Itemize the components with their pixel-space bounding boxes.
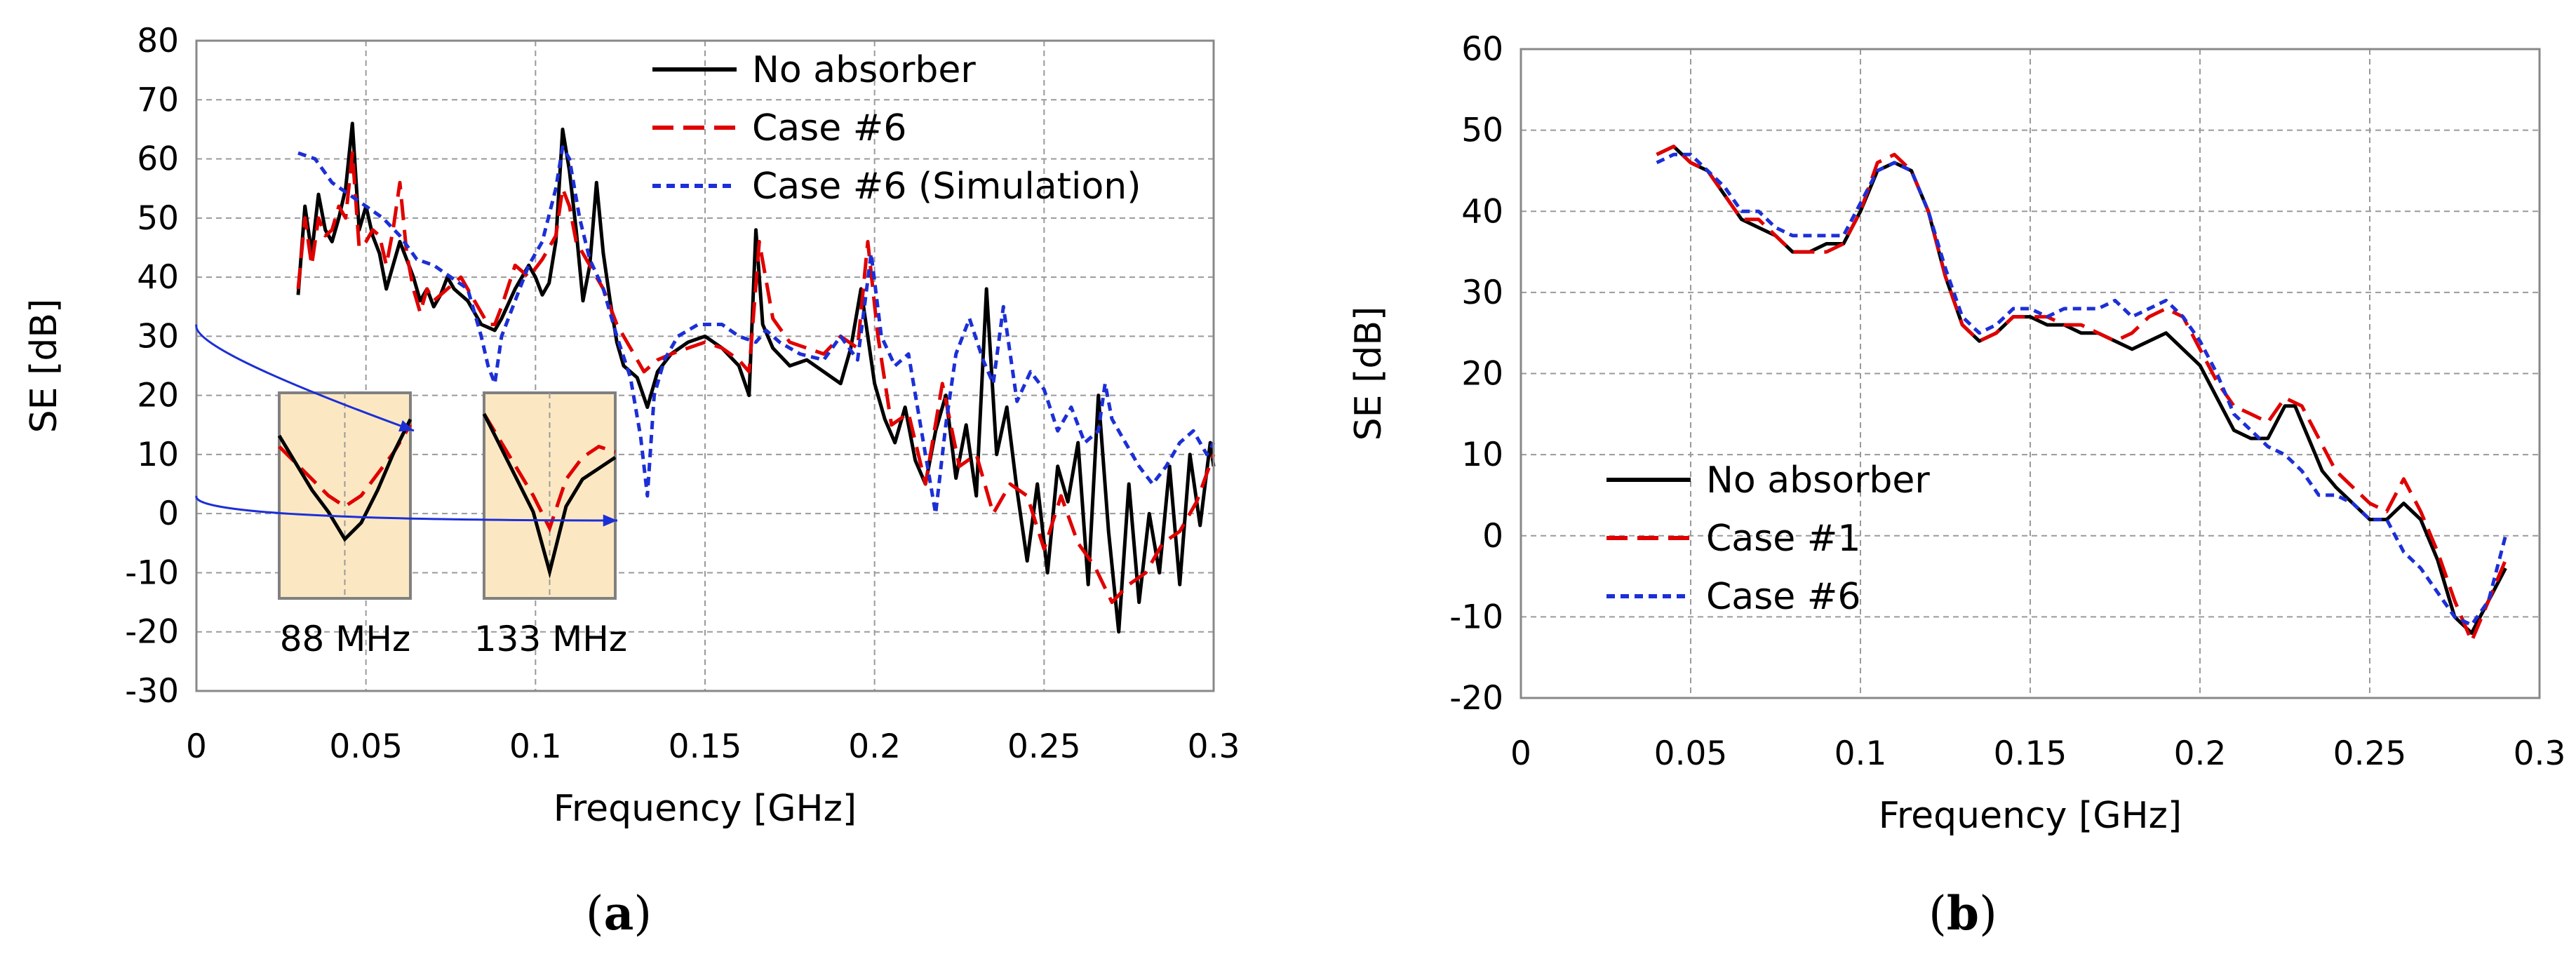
legend-label: Case #6: [1706, 576, 1860, 618]
chart-a-grid: [196, 41, 1214, 691]
chart-b-plot-frame: [1520, 48, 2541, 699]
callout-arrow: [195, 324, 415, 432]
x-tick-label: 0.15: [1994, 734, 2067, 773]
chart-a: 0 0.05 0.1 0.15 0.2 0.25 0.3 -30 -20 -10 0 10 20 30 40…: [23, 22, 1240, 941]
y-tick-label: 80: [137, 22, 179, 60]
chart-b-xlabel: Frequency [GHz]: [1879, 795, 2182, 837]
chart-a-legend: No absorber Case #6 Case #6 (Simulation): [652, 49, 1141, 208]
chart-a-ticks: 0 0.05 0.1 0.15 0.2 0.25 0.3 -30 -20 -10 0 10 20 30 40…: [125, 22, 1240, 766]
legend-label: No absorber: [752, 49, 976, 91]
x-tick-label: 0.2: [2174, 734, 2227, 773]
y-tick-label: 30: [137, 317, 179, 356]
series-line: [297, 145, 1216, 516]
chart-a-caption: (a): [586, 886, 652, 941]
callout-arrow: [195, 495, 618, 522]
y-tick-label: -10: [125, 553, 179, 592]
y-tick-label: -10: [1449, 598, 1503, 636]
x-tick-label: 0.3: [1188, 727, 1240, 766]
legend-label: Case #1: [1706, 518, 1860, 560]
x-tick-label: 0.25: [2333, 734, 2407, 773]
chart-a-plot-frame: [195, 39, 1215, 692]
series-line: [1656, 145, 2507, 635]
inset-black-curve: [277, 418, 412, 542]
chart-b-caption: (b): [1928, 886, 1997, 941]
y-tick-label: 40: [1461, 192, 1503, 231]
series-line: [296, 151, 1216, 605]
inset-red-curve: [482, 412, 616, 533]
y-tick-label: 60: [1461, 30, 1503, 69]
caption-open: (: [1928, 887, 1947, 941]
caption-open: (: [586, 887, 604, 941]
y-tick-label: 60: [137, 140, 179, 179]
inset-black-curve: [482, 412, 617, 579]
x-tick-label: 0.1: [1834, 734, 1887, 773]
caption-letter: b: [1947, 886, 1979, 941]
chart-b-grid: [1521, 49, 2540, 698]
y-tick-label: 50: [1461, 112, 1503, 150]
y-tick-label: -20: [125, 613, 179, 652]
x-tick-label: 0.1: [509, 727, 562, 766]
y-tick-label: 40: [137, 258, 179, 297]
y-tick-label: -30: [125, 672, 179, 711]
legend-label: No absorber: [1706, 459, 1930, 502]
x-tick-label: 0.2: [848, 727, 901, 766]
x-tick-label: 0: [186, 727, 207, 766]
inset-label: 133 MHz: [474, 619, 627, 659]
x-tick-label: 0.05: [329, 727, 403, 766]
y-tick-label: 0: [158, 495, 179, 533]
y-tick-label: 20: [1461, 355, 1503, 394]
y-tick-label: 10: [137, 436, 179, 474]
chart-b-ylabel: SE [dB]: [1348, 307, 1390, 441]
series-line: [1656, 152, 2508, 627]
y-tick-label: 50: [137, 199, 179, 238]
chart-a-xlabel: Frequency [GHz]: [554, 788, 857, 830]
x-tick-label: 0.25: [1007, 727, 1081, 766]
y-tick-label: 30: [1461, 274, 1503, 312]
chart-b-ticks: 0 0.05 0.1 0.15 0.2 0.25 0.3 -20 -10 0 10 20 30 40 50 6…: [1449, 30, 2565, 773]
legend-label: Case #6: [752, 107, 906, 149]
y-tick-label: 10: [1461, 436, 1503, 474]
caption-letter: a: [604, 886, 634, 941]
inset-label: 88 MHz: [280, 619, 411, 659]
chart-a-ylabel: SE [dB]: [23, 299, 65, 434]
callout-arrowhead: [603, 514, 617, 527]
y-tick-label: -20: [1449, 679, 1503, 718]
legend-label: Case #6 (Simulation): [752, 166, 1141, 208]
chart-a-series: [296, 121, 1216, 634]
chart-b-legend: No absorber Case #1 Case #6: [1606, 459, 1930, 618]
series-line: [1656, 145, 2507, 643]
chart-b: 0 0.05 0.1 0.15 0.2 0.25 0.3 -20 -10 0 10 20 30 40 50 6…: [1348, 30, 2565, 941]
caption-close: ): [1979, 887, 1997, 941]
chart-a-insets: 88 MHz 133 MHz: [195, 324, 627, 659]
inset-red-curve: [278, 424, 412, 509]
x-tick-label: 0.05: [1654, 734, 1728, 773]
caption-close: ): [633, 887, 652, 941]
y-tick-label: 70: [137, 81, 179, 119]
chart-b-series: [1656, 145, 2508, 643]
x-tick-label: 0: [1510, 734, 1531, 773]
x-tick-label: 0.3: [2514, 734, 2566, 773]
y-tick-label: 0: [1482, 517, 1503, 556]
callout-arrowhead: [398, 420, 414, 432]
y-tick-label: 20: [137, 377, 179, 415]
x-tick-label: 0.15: [669, 727, 742, 766]
